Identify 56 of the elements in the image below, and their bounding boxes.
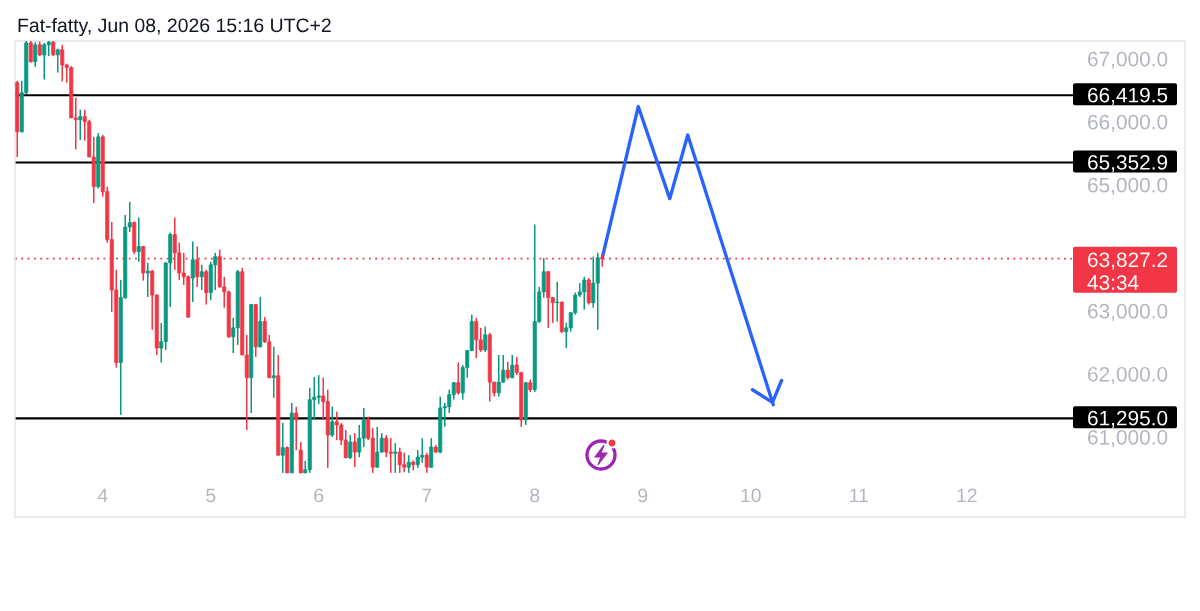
candlestick <box>33 41 38 68</box>
candlestick <box>424 451 429 474</box>
candlestick <box>586 277 591 306</box>
x-tick-label: 5 <box>206 488 216 503</box>
candlestick <box>298 441 303 474</box>
candlestick <box>334 410 339 441</box>
candlestick <box>294 405 299 451</box>
candlestick <box>330 405 335 438</box>
x-tick-label: 11 <box>850 488 868 503</box>
candlestick <box>145 262 150 298</box>
candlestick <box>591 255 596 309</box>
ref-line-label: 61,295.0 <box>1088 410 1168 428</box>
x-tick-label: 7 <box>422 488 432 503</box>
candlestick <box>316 374 321 405</box>
candlestick <box>352 432 357 468</box>
y-tick-label: 63,000.0 <box>1088 303 1168 322</box>
candlestick <box>388 437 393 474</box>
x-tick-label: 4 <box>97 488 108 503</box>
candlestick <box>199 264 204 291</box>
candlestick <box>393 442 398 474</box>
x-tick-label: 9 <box>638 488 648 503</box>
candlestick <box>204 269 209 306</box>
candlestick <box>496 354 501 398</box>
candlestick <box>78 108 83 141</box>
y-tick-label: 66,000.0 <box>1088 114 1168 132</box>
candlestick <box>60 44 65 83</box>
y-tick-label: 67,000.0 <box>1088 51 1168 69</box>
candlestick <box>271 346 276 399</box>
candlestick <box>348 434 353 460</box>
x-tick-label: 10 <box>741 488 761 503</box>
chart-title: Fat-fatty, Jun 08, 2026 15:16 UTC+2 <box>18 17 331 37</box>
candlestick <box>384 434 389 458</box>
ref-line-label: 63,827.2 43:34 <box>1087 252 1168 290</box>
candlestick <box>136 216 141 263</box>
x-tick-label: 12 <box>957 488 977 503</box>
candlestick <box>429 437 434 469</box>
y-tick-label: 62,000.0 <box>1088 366 1168 385</box>
candlestick <box>375 426 380 469</box>
candlestick <box>46 41 51 57</box>
candlestick <box>582 276 587 311</box>
candlestick <box>456 361 461 396</box>
ref-line-label: 66,419.5 <box>1088 87 1168 105</box>
y-tick-label: 61,000.0 <box>1088 429 1168 448</box>
candlestick <box>483 325 488 353</box>
x-tick-label: 6 <box>314 488 324 503</box>
candlestick <box>280 422 285 474</box>
candlestick <box>555 281 560 323</box>
x-tick-label: 8 <box>530 488 540 503</box>
y-tick-label: 65,000.0 <box>1088 177 1168 195</box>
candlestick <box>474 317 479 359</box>
ref-line-label: 65,352.9 <box>1088 154 1168 173</box>
candlestick <box>42 42 47 81</box>
candlestick <box>402 451 407 474</box>
candlestick <box>420 437 425 464</box>
candlestick <box>397 446 402 474</box>
candlestick <box>190 240 195 303</box>
